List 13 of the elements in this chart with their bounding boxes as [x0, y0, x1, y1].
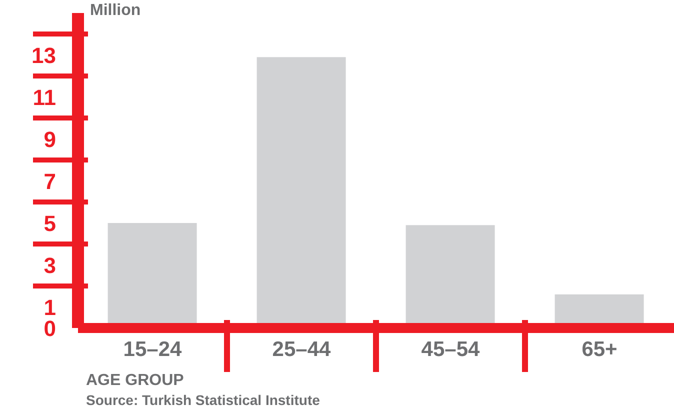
y-tick-label: 7	[44, 169, 56, 194]
x-tick-label: 25–44	[272, 338, 332, 361]
y-tick-label: 3	[44, 253, 56, 278]
y-tick-label: 11	[32, 85, 56, 110]
source-note: Source: Turkish Statistical Institute	[86, 392, 320, 408]
x-tick-label: 45–54	[421, 338, 480, 361]
y-tick-label: 13	[32, 43, 56, 68]
x-axis-title: AGE GROUP	[86, 372, 184, 390]
x-tick-label: 15–24	[123, 338, 182, 361]
x-tick-label: 65+	[582, 338, 618, 361]
y-axis-title: Million	[90, 2, 141, 20]
y-tick-label: 9	[44, 127, 56, 152]
y-tick-label: 5	[44, 211, 56, 236]
